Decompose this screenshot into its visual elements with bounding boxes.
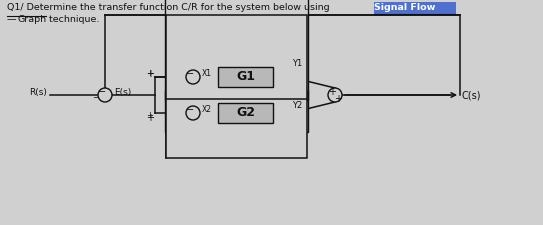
Text: +: +	[328, 87, 336, 97]
Bar	[218, 67, 273, 87]
Text: +: +	[147, 70, 154, 79]
Text: E(s): E(s)	[114, 88, 131, 97]
Text: R(s): R(s)	[29, 88, 47, 97]
Circle shape	[328, 88, 342, 102]
Bar	[218, 103, 273, 123]
Bar	[374, 2, 456, 14]
Bar	[166, 91, 307, 158]
Text: −: −	[98, 87, 106, 97]
Circle shape	[98, 88, 112, 102]
Text: +: +	[146, 113, 154, 123]
Text: Signal Flow: Signal Flow	[374, 3, 435, 12]
Text: —: —	[7, 15, 22, 24]
Text: +: +	[147, 112, 154, 121]
Text: X2: X2	[202, 106, 212, 115]
Text: G2: G2	[236, 106, 255, 119]
Text: G1: G1	[236, 70, 255, 83]
Text: Y1: Y1	[292, 59, 302, 68]
Text: X1: X1	[202, 70, 212, 79]
Circle shape	[186, 106, 200, 120]
Bar	[166, 15, 307, 99]
Circle shape	[186, 70, 200, 84]
Text: Y2: Y2	[292, 101, 302, 110]
Text: −: −	[186, 105, 194, 115]
Text: technique.: technique.	[46, 15, 99, 24]
Text: Graph: Graph	[17, 15, 46, 24]
Text: −: −	[92, 94, 98, 103]
Text: −: −	[186, 69, 194, 79]
Text: C(s): C(s)	[462, 90, 482, 100]
Bar	[165, 90, 308, 132]
Text: +: +	[146, 69, 154, 79]
Text: Q1/ Determine the transfer function C/R for the system below using: Q1/ Determine the transfer function C/R …	[7, 3, 333, 12]
Bar	[165, 0, 308, 100]
Text: +: +	[334, 94, 342, 104]
